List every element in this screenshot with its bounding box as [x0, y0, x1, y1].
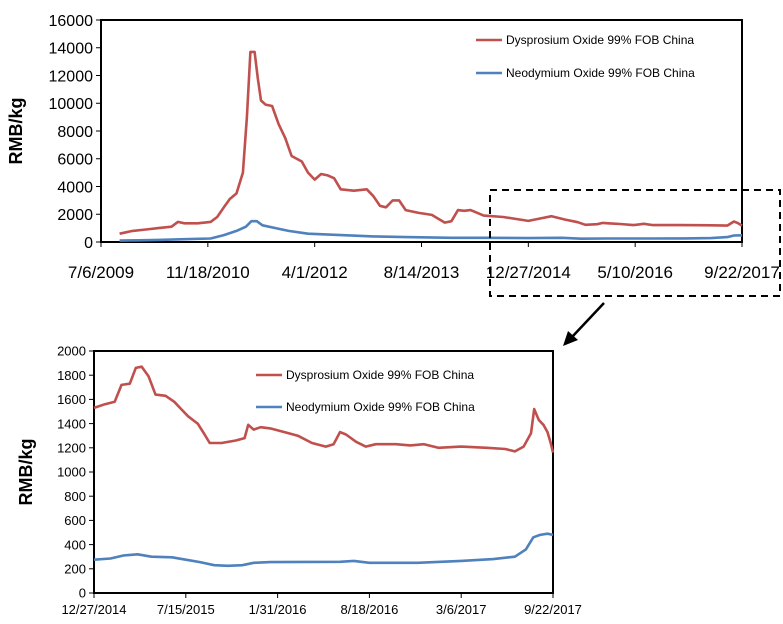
series-line-neodymium — [93, 532, 554, 568]
plot-area — [100, 19, 743, 243]
y-tick-label: 16000 — [49, 13, 94, 30]
chart-full-period: 0 2000 4000 6000 8000 10000 12000 14000 16000 7/6… — [6, 13, 780, 282]
series-line-dysprosium — [119, 50, 743, 235]
y-tick-label: 0 — [79, 586, 86, 601]
y-axis-label: RMB/kg — [16, 439, 36, 506]
y-tick-label: 600 — [64, 513, 86, 528]
y-tick-label: 1600 — [57, 392, 86, 407]
legend-label: Dysprosium Oxide 99% FOB China — [286, 368, 474, 382]
x-tick-label: 7/15/2015 — [157, 602, 215, 617]
y-tick-label: 14000 — [49, 41, 94, 58]
y-tick-label: 2000 — [57, 344, 86, 359]
plot-area — [93, 350, 554, 594]
y-tick-label: 8000 — [57, 124, 93, 141]
x-tick-label: 12/27/2014 — [486, 263, 571, 282]
x-tick-label: 5/10/2016 — [597, 263, 673, 282]
y-tick-label: 2000 — [57, 207, 93, 224]
x-tick-label: 8/18/2016 — [340, 602, 398, 617]
y-tick-label: 6000 — [57, 152, 93, 169]
legend-label: Neodymium Oxide 99% FOB China — [286, 400, 475, 414]
x-tick-label: 9/22/2017 — [704, 263, 780, 282]
y-tick-label: 10000 — [49, 96, 94, 113]
y-tick-label: 12000 — [49, 68, 94, 85]
zoom-arrow-line — [571, 302, 605, 338]
x-tick-label: 4/1/2012 — [282, 263, 348, 282]
series-line-neodymium — [119, 219, 743, 242]
y-tick-label: 0 — [84, 235, 93, 252]
legend-label: Neodymium Oxide 99% FOB China — [506, 66, 695, 80]
y-tick-label: 1400 — [57, 416, 86, 431]
y-axis-label: RMB/kg — [6, 98, 26, 165]
y-tick-label: 4000 — [57, 179, 93, 196]
zoom-arrow-head — [563, 331, 578, 346]
x-tick-label: 1/31/2016 — [249, 602, 307, 617]
x-tick-label: 7/6/2009 — [68, 263, 134, 282]
y-tick-label: 1000 — [57, 465, 86, 480]
x-tick-label: 8/14/2013 — [384, 263, 460, 282]
x-tick-label: 3/6/2017 — [436, 602, 487, 617]
y-tick-label: 200 — [64, 561, 86, 576]
y-tick-label: 1200 — [57, 440, 86, 455]
zoom-highlight-box — [489, 189, 781, 297]
chart-zoomed-period: 0 200 400 600 800 1000 1200 1400 1600 1800 2000 12/… — [16, 344, 582, 617]
x-tick-label: 9/22/2017 — [524, 602, 582, 617]
legend-label: Dysprosium Oxide 99% FOB China — [506, 33, 694, 47]
y-tick-label: 400 — [64, 537, 86, 552]
series-line-dysprosium — [93, 365, 555, 453]
x-tick-label: 12/27/2014 — [61, 602, 126, 617]
y-tick-label: 1800 — [57, 368, 86, 383]
x-tick-label: 11/18/2010 — [166, 263, 250, 282]
y-tick-label: 800 — [64, 489, 86, 504]
